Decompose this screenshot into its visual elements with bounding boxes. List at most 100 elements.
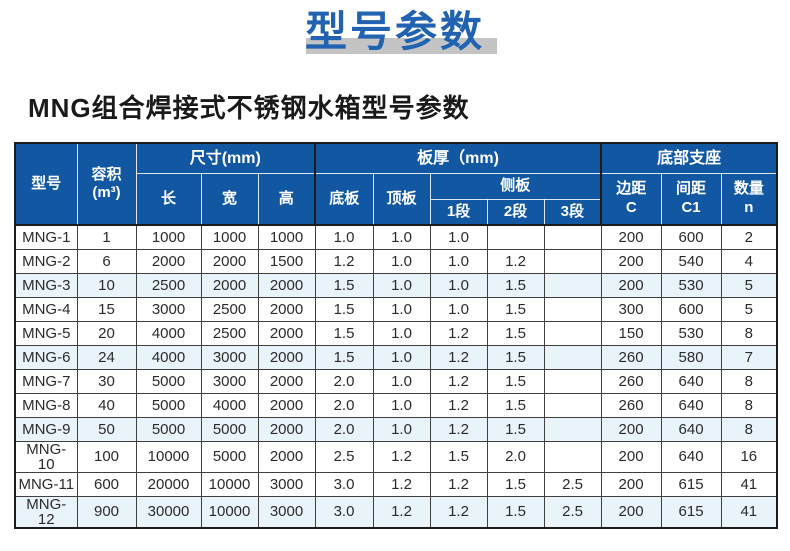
cell-seg3: 2.5	[543, 495, 602, 529]
col-group-size: 尺寸(mm)	[135, 142, 316, 174]
cell-volume: 10	[76, 272, 137, 298]
table-row: MNG-1 1 1000 1000 1000 1.0 1.0 1.0 200 600 2	[14, 224, 778, 250]
cell-height: 2000	[257, 368, 316, 394]
cell-bottom-plate: 2.5	[314, 440, 374, 473]
table-row: MNG-7 30 5000 3000 2000 2.0 1.0 1.2 1.5 260 640 8	[14, 368, 778, 394]
cell-seg3	[543, 392, 602, 418]
cell-spacing-c1: 600	[660, 224, 722, 250]
cell-length: 2500	[135, 272, 202, 298]
cell-height: 2000	[257, 416, 316, 442]
cell-seg1: 1.0	[429, 272, 488, 298]
cell-model: MNG-2	[14, 248, 78, 274]
cell-spacing-c1: 640	[660, 440, 722, 473]
cell-spacing-c1: 530	[660, 320, 722, 346]
cell-length: 5000	[135, 392, 202, 418]
cell-spacing-c1: 640	[660, 368, 722, 394]
cell-width: 2500	[200, 296, 259, 322]
cell-seg1: 1.2	[429, 368, 488, 394]
cell-height: 2000	[257, 320, 316, 346]
cell-seg2	[486, 224, 545, 250]
cell-spacing-c1: 615	[660, 471, 722, 497]
table-row: MNG-11 600 20000 10000 3000 3.0 1.2 1.2 1.5 2.5 20…	[14, 471, 778, 497]
cell-edge-c: 200	[600, 272, 662, 298]
cell-volume: 24	[76, 344, 137, 370]
cell-top-plate: 1.0	[372, 392, 431, 418]
title-underline-bar	[305, 38, 497, 55]
cell-spacing-c1: 615	[660, 495, 722, 529]
cell-length: 4000	[135, 320, 202, 346]
cell-height: 1500	[257, 248, 316, 274]
cell-top-plate: 1.0	[372, 272, 431, 298]
cell-top-plate: 1.2	[372, 440, 431, 473]
table-row: MNG-10 100 10000 5000 2000 2.5 1.2 1.5 2.0 200 640…	[14, 440, 778, 473]
cell-volume: 40	[76, 392, 137, 418]
cell-model: MNG-8	[14, 392, 78, 418]
cell-seg2: 1.5	[486, 368, 545, 394]
col-header-seg2: 2段	[486, 198, 545, 226]
cell-top-plate: 1.0	[372, 368, 431, 394]
col-header-model: 型号	[14, 142, 78, 226]
cell-seg1: 1.2	[429, 320, 488, 346]
cell-width: 3000	[200, 344, 259, 370]
cell-length: 10000	[135, 440, 202, 473]
cell-seg1: 1.0	[429, 248, 488, 274]
cell-width: 2500	[200, 320, 259, 346]
cell-model: MNG-11	[14, 471, 78, 497]
cell-width: 5000	[200, 440, 259, 473]
cell-model: MNG-9	[14, 416, 78, 442]
cell-edge-c: 200	[600, 248, 662, 274]
col-group-support: 底部支座	[600, 142, 778, 174]
cell-count-n: 16	[720, 440, 778, 473]
cell-model: MNG-4	[14, 296, 78, 322]
cell-spacing-c1: 530	[660, 272, 722, 298]
cell-top-plate: 1.0	[372, 224, 431, 250]
cell-volume: 900	[76, 495, 137, 529]
cell-length: 5000	[135, 368, 202, 394]
cell-height: 3000	[257, 495, 316, 529]
cell-top-plate: 1.0	[372, 296, 431, 322]
cell-count-n: 4	[720, 248, 778, 274]
header-row-groups: 型号 容积 (m³) 尺寸(mm) 板厚（mm) 底部支座	[14, 142, 778, 226]
cell-seg3	[543, 344, 602, 370]
cell-height: 2000	[257, 344, 316, 370]
cell-spacing-c1: 600	[660, 296, 722, 322]
col-group-side-plate: 侧板	[429, 172, 602, 200]
cell-height: 1000	[257, 224, 316, 250]
cell-width: 3000	[200, 368, 259, 394]
col-group-thickness: 板厚（mm)	[314, 142, 602, 174]
cell-seg3	[543, 416, 602, 442]
table-row: MNG-2 6 2000 2000 1500 1.2 1.0 1.0 1.2 200 540 4	[14, 248, 778, 274]
cell-edge-c: 200	[600, 416, 662, 442]
cell-model: MNG-5	[14, 320, 78, 346]
cell-length: 3000	[135, 296, 202, 322]
cell-edge-c: 150	[600, 320, 662, 346]
col-header-spacing-c1: 间距 C1	[660, 172, 722, 226]
cell-seg2: 2.0	[486, 440, 545, 473]
col-header-seg3: 3段	[543, 198, 602, 226]
cell-seg1: 1.2	[429, 471, 488, 497]
cell-spacing-c1: 540	[660, 248, 722, 274]
cell-edge-c: 200	[600, 224, 662, 250]
cell-seg3	[543, 224, 602, 250]
cell-seg1: 1.2	[429, 392, 488, 418]
cell-top-plate: 1.0	[372, 344, 431, 370]
cell-seg1: 1.0	[429, 296, 488, 322]
cell-length: 5000	[135, 416, 202, 442]
cell-seg2: 1.5	[486, 320, 545, 346]
cell-seg1: 1.5	[429, 440, 488, 473]
cell-model: MNG-6	[14, 344, 78, 370]
header-row-sub: 长 宽 高 底板 顶板 侧板 边距 C 间距 C1 数量 n	[15, 172, 778, 226]
cell-bottom-plate: 1.5	[314, 344, 374, 370]
cell-count-n: 8	[720, 416, 778, 442]
col-header-volume: 容积 (m³)	[76, 142, 137, 226]
cell-count-n: 7	[720, 344, 778, 370]
cell-height: 2000	[257, 272, 316, 298]
cell-bottom-plate: 2.0	[314, 416, 374, 442]
cell-volume: 30	[76, 368, 137, 394]
cell-seg3	[543, 272, 602, 298]
cell-edge-c: 200	[600, 495, 662, 529]
cell-top-plate: 1.0	[372, 320, 431, 346]
cell-seg2: 1.5	[486, 471, 545, 497]
cell-height: 2000	[257, 296, 316, 322]
cell-count-n: 8	[720, 392, 778, 418]
